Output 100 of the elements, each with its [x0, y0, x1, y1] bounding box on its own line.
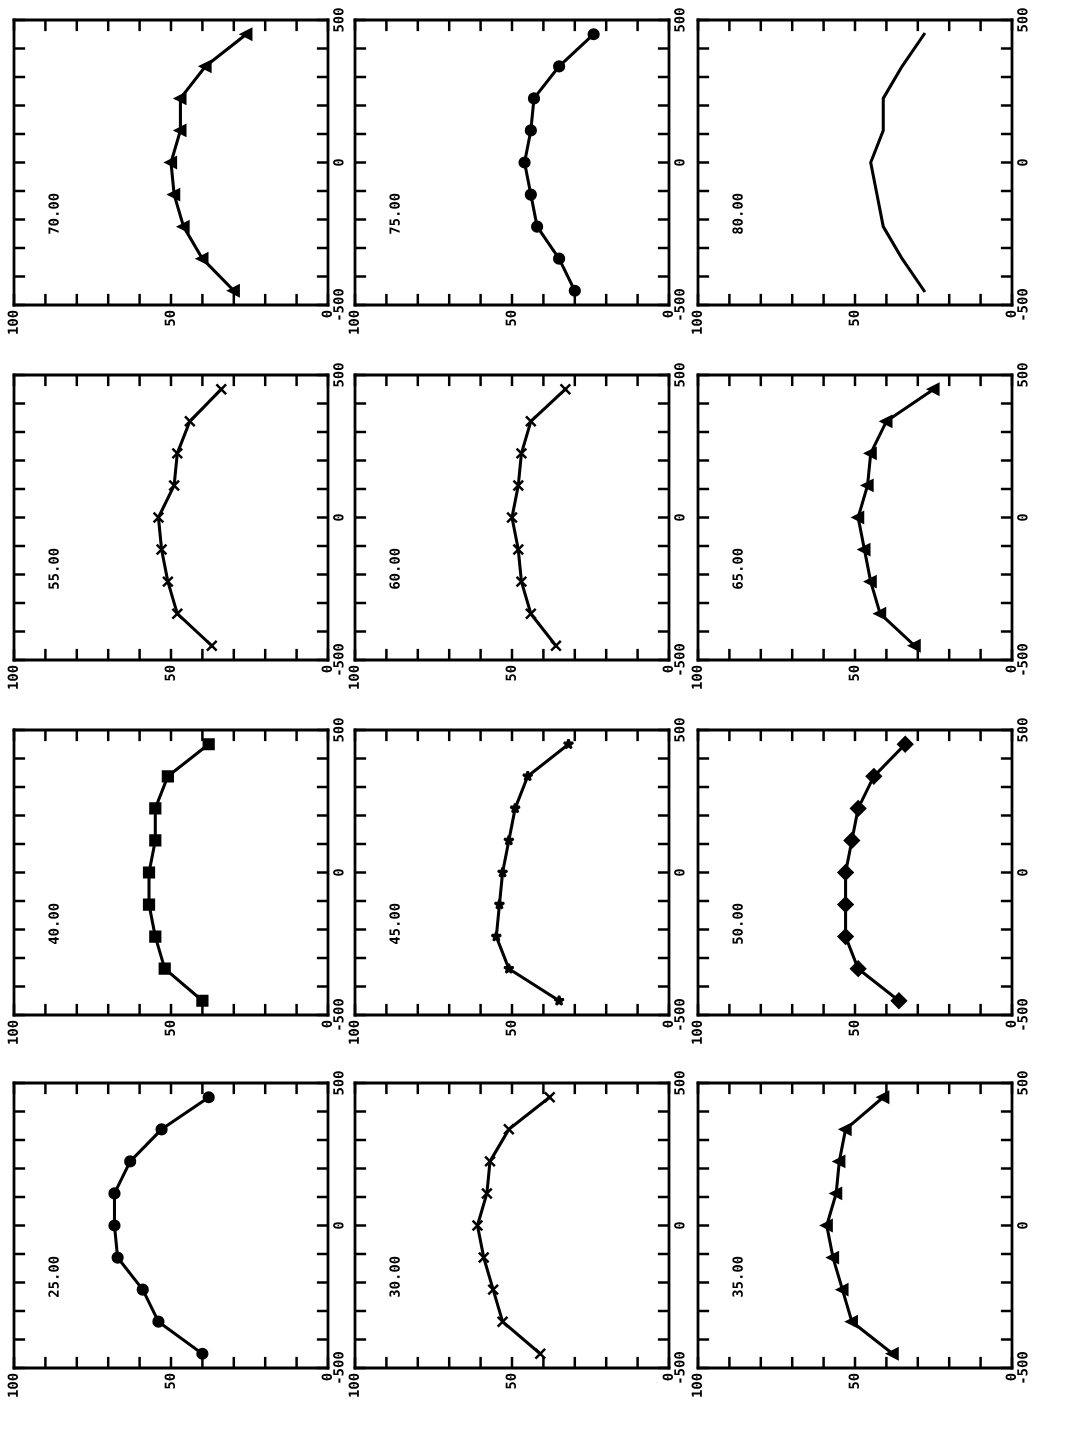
x-tick-label: 50: [848, 665, 860, 681]
text: 45.00: [389, 903, 400, 945]
y-tick-label: 500: [333, 718, 344, 742]
point: [524, 607, 537, 620]
y-tick-label: -500: [1017, 289, 1028, 320]
point: [837, 864, 854, 881]
y-tick-label: -500: [1017, 1352, 1028, 1383]
y-tick-label: 500: [1017, 718, 1028, 742]
point: [865, 768, 882, 785]
x-tick-label: 50: [505, 1020, 517, 1036]
x-tick-label: 50: [848, 1373, 860, 1389]
point: [196, 1347, 209, 1360]
y-tick-label: 0: [333, 159, 344, 166]
x-tick-label: 50: [164, 1373, 176, 1389]
text: 70.00: [48, 193, 59, 234]
point: [820, 1219, 833, 1232]
y-tick-label: 0: [333, 1222, 344, 1229]
point: [490, 930, 503, 942]
point: [177, 220, 190, 233]
point: [897, 736, 914, 753]
y-tick-label: -500: [333, 289, 344, 320]
y-tick-label: -500: [333, 999, 344, 1030]
y-tick-label: 0: [674, 1222, 685, 1229]
point: [839, 1123, 852, 1136]
point: [155, 1123, 168, 1136]
y-tick-label: -500: [333, 644, 344, 675]
point: [155, 543, 168, 556]
point: [587, 28, 600, 41]
point: [174, 92, 187, 105]
y-tick-label: -500: [674, 644, 685, 675]
point: [512, 543, 525, 556]
point: [493, 898, 506, 910]
point: [521, 770, 534, 782]
point: [174, 124, 187, 137]
point: [149, 930, 162, 943]
point: [515, 575, 528, 588]
x-tick-label: 0: [321, 665, 333, 673]
x-tick-label: 100: [7, 1373, 19, 1397]
point: [202, 738, 215, 751]
y-tick-label: 500: [674, 8, 685, 32]
point: [527, 92, 541, 105]
point: [927, 383, 940, 396]
x-tick-label: 100: [691, 665, 703, 689]
point: [502, 962, 515, 974]
x-tick-label: 0: [662, 665, 674, 673]
x-tick-label: 100: [691, 1373, 703, 1397]
text: 65.00: [732, 548, 743, 589]
x-tick-label: 0: [662, 1373, 674, 1381]
x-tick-label: 100: [348, 310, 360, 334]
y-tick-label: 500: [1017, 8, 1028, 32]
point: [505, 511, 519, 524]
x-tick-label: 100: [7, 1020, 19, 1044]
point: [496, 866, 509, 878]
point: [196, 994, 209, 1007]
point: [487, 1283, 500, 1296]
point: [864, 575, 877, 588]
point: [205, 639, 218, 652]
x-tick-label: 50: [164, 310, 176, 326]
point: [149, 802, 162, 815]
y-tick-label: 500: [674, 1071, 685, 1095]
point: [562, 738, 575, 750]
point: [227, 284, 240, 297]
point: [142, 866, 156, 879]
point: [509, 802, 522, 814]
point: [543, 1091, 556, 1104]
point: [837, 896, 854, 913]
y-tick-label: 0: [674, 514, 685, 521]
y-tick-label: 0: [1017, 159, 1028, 166]
point: [531, 220, 544, 233]
line-series: [869, 32, 926, 293]
point: [164, 156, 178, 169]
y-tick-label: 500: [333, 363, 344, 387]
text: 40.00: [48, 903, 59, 945]
point: [568, 284, 581, 297]
y-tick-label: 0: [1017, 1222, 1028, 1229]
x-tick-label: 100: [348, 1020, 360, 1044]
point: [149, 834, 162, 847]
point: [908, 639, 921, 652]
y-tick-label: 500: [333, 8, 344, 32]
point: [518, 156, 531, 169]
text: 80.00: [732, 193, 743, 234]
x-tick-label: 0: [662, 310, 674, 318]
point: [836, 1283, 849, 1296]
point: [108, 1219, 121, 1232]
y-tick-label: 0: [1017, 514, 1028, 521]
text: 55.00: [48, 548, 59, 589]
point: [124, 1155, 137, 1168]
y-tick-label: 500: [1017, 1071, 1028, 1095]
point: [552, 252, 566, 265]
point: [837, 928, 854, 945]
y-tick-label: -500: [674, 289, 685, 320]
point: [152, 1315, 165, 1328]
point: [136, 1283, 149, 1296]
point: [559, 383, 572, 396]
y-tick-label: 0: [674, 869, 685, 876]
point: [111, 1251, 124, 1264]
x-tick-label: 100: [348, 665, 360, 689]
point: [843, 832, 860, 849]
x-tick-label: 50: [848, 1020, 860, 1036]
text: 35.00: [732, 1256, 743, 1297]
